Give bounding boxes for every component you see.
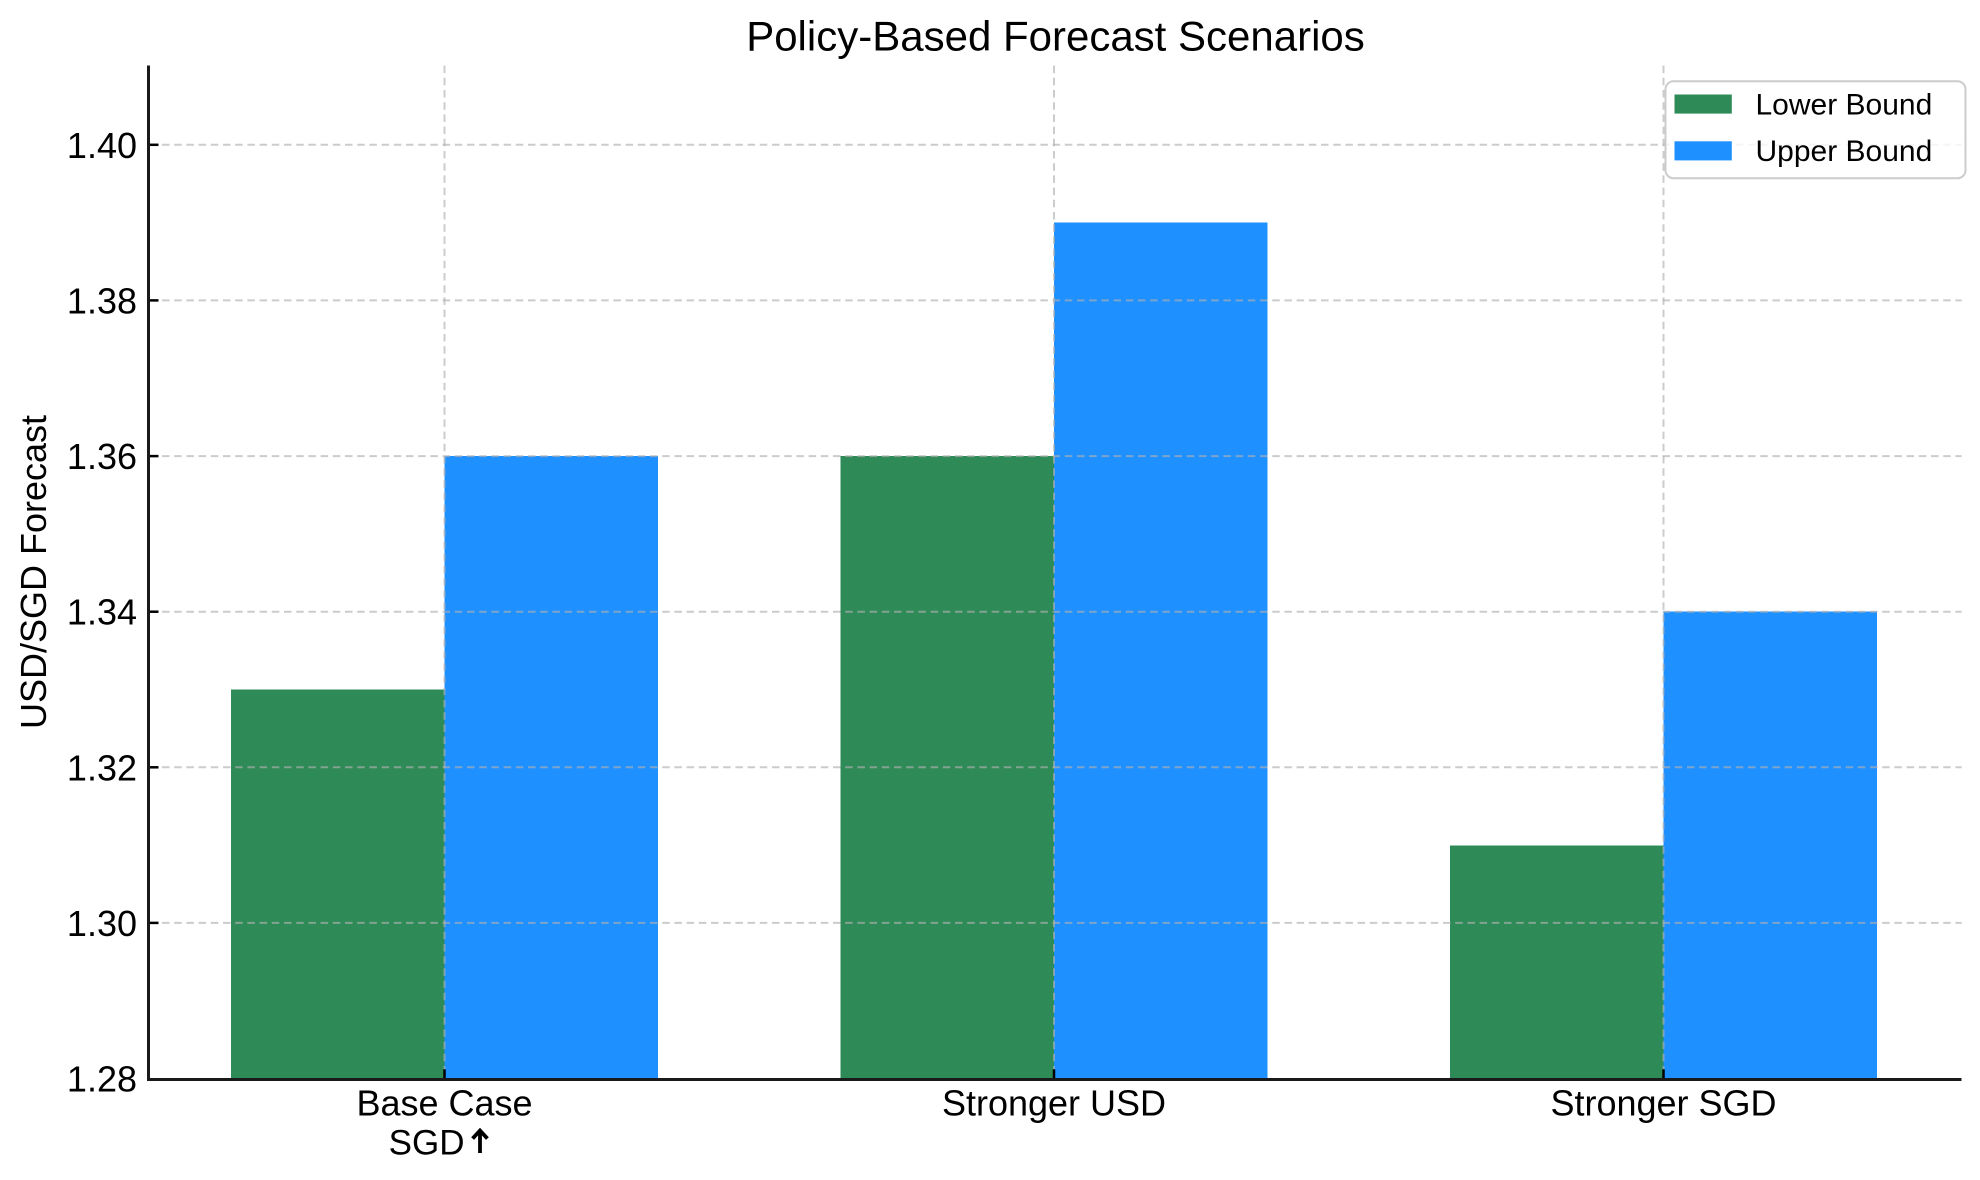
svg-text:1.34: 1.34 [67, 592, 137, 633]
svg-text:1.36: 1.36 [67, 436, 137, 477]
svg-text:Stronger SGD: Stronger SGD [1550, 1083, 1776, 1124]
svg-text:Base Case: Base Case [356, 1083, 532, 1124]
svg-text:Policy-Based Forecast Scenario: Policy-Based Forecast Scenarios [746, 12, 1365, 59]
svg-text:1.28: 1.28 [67, 1059, 137, 1100]
svg-text:Stronger USD: Stronger USD [942, 1083, 1166, 1124]
svg-text:1.40: 1.40 [67, 125, 137, 166]
svg-text:Upper Bound: Upper Bound [1756, 135, 1933, 168]
svg-text:1.38: 1.38 [67, 280, 137, 321]
svg-text:1.30: 1.30 [67, 903, 137, 944]
svg-text:1.32: 1.32 [67, 747, 137, 788]
svg-text:USD/SGD Forecast: USD/SGD Forecast [13, 415, 54, 729]
svg-text:Lower Bound: Lower Bound [1756, 89, 1933, 122]
svg-text:SGD: SGD [389, 1124, 465, 1163]
